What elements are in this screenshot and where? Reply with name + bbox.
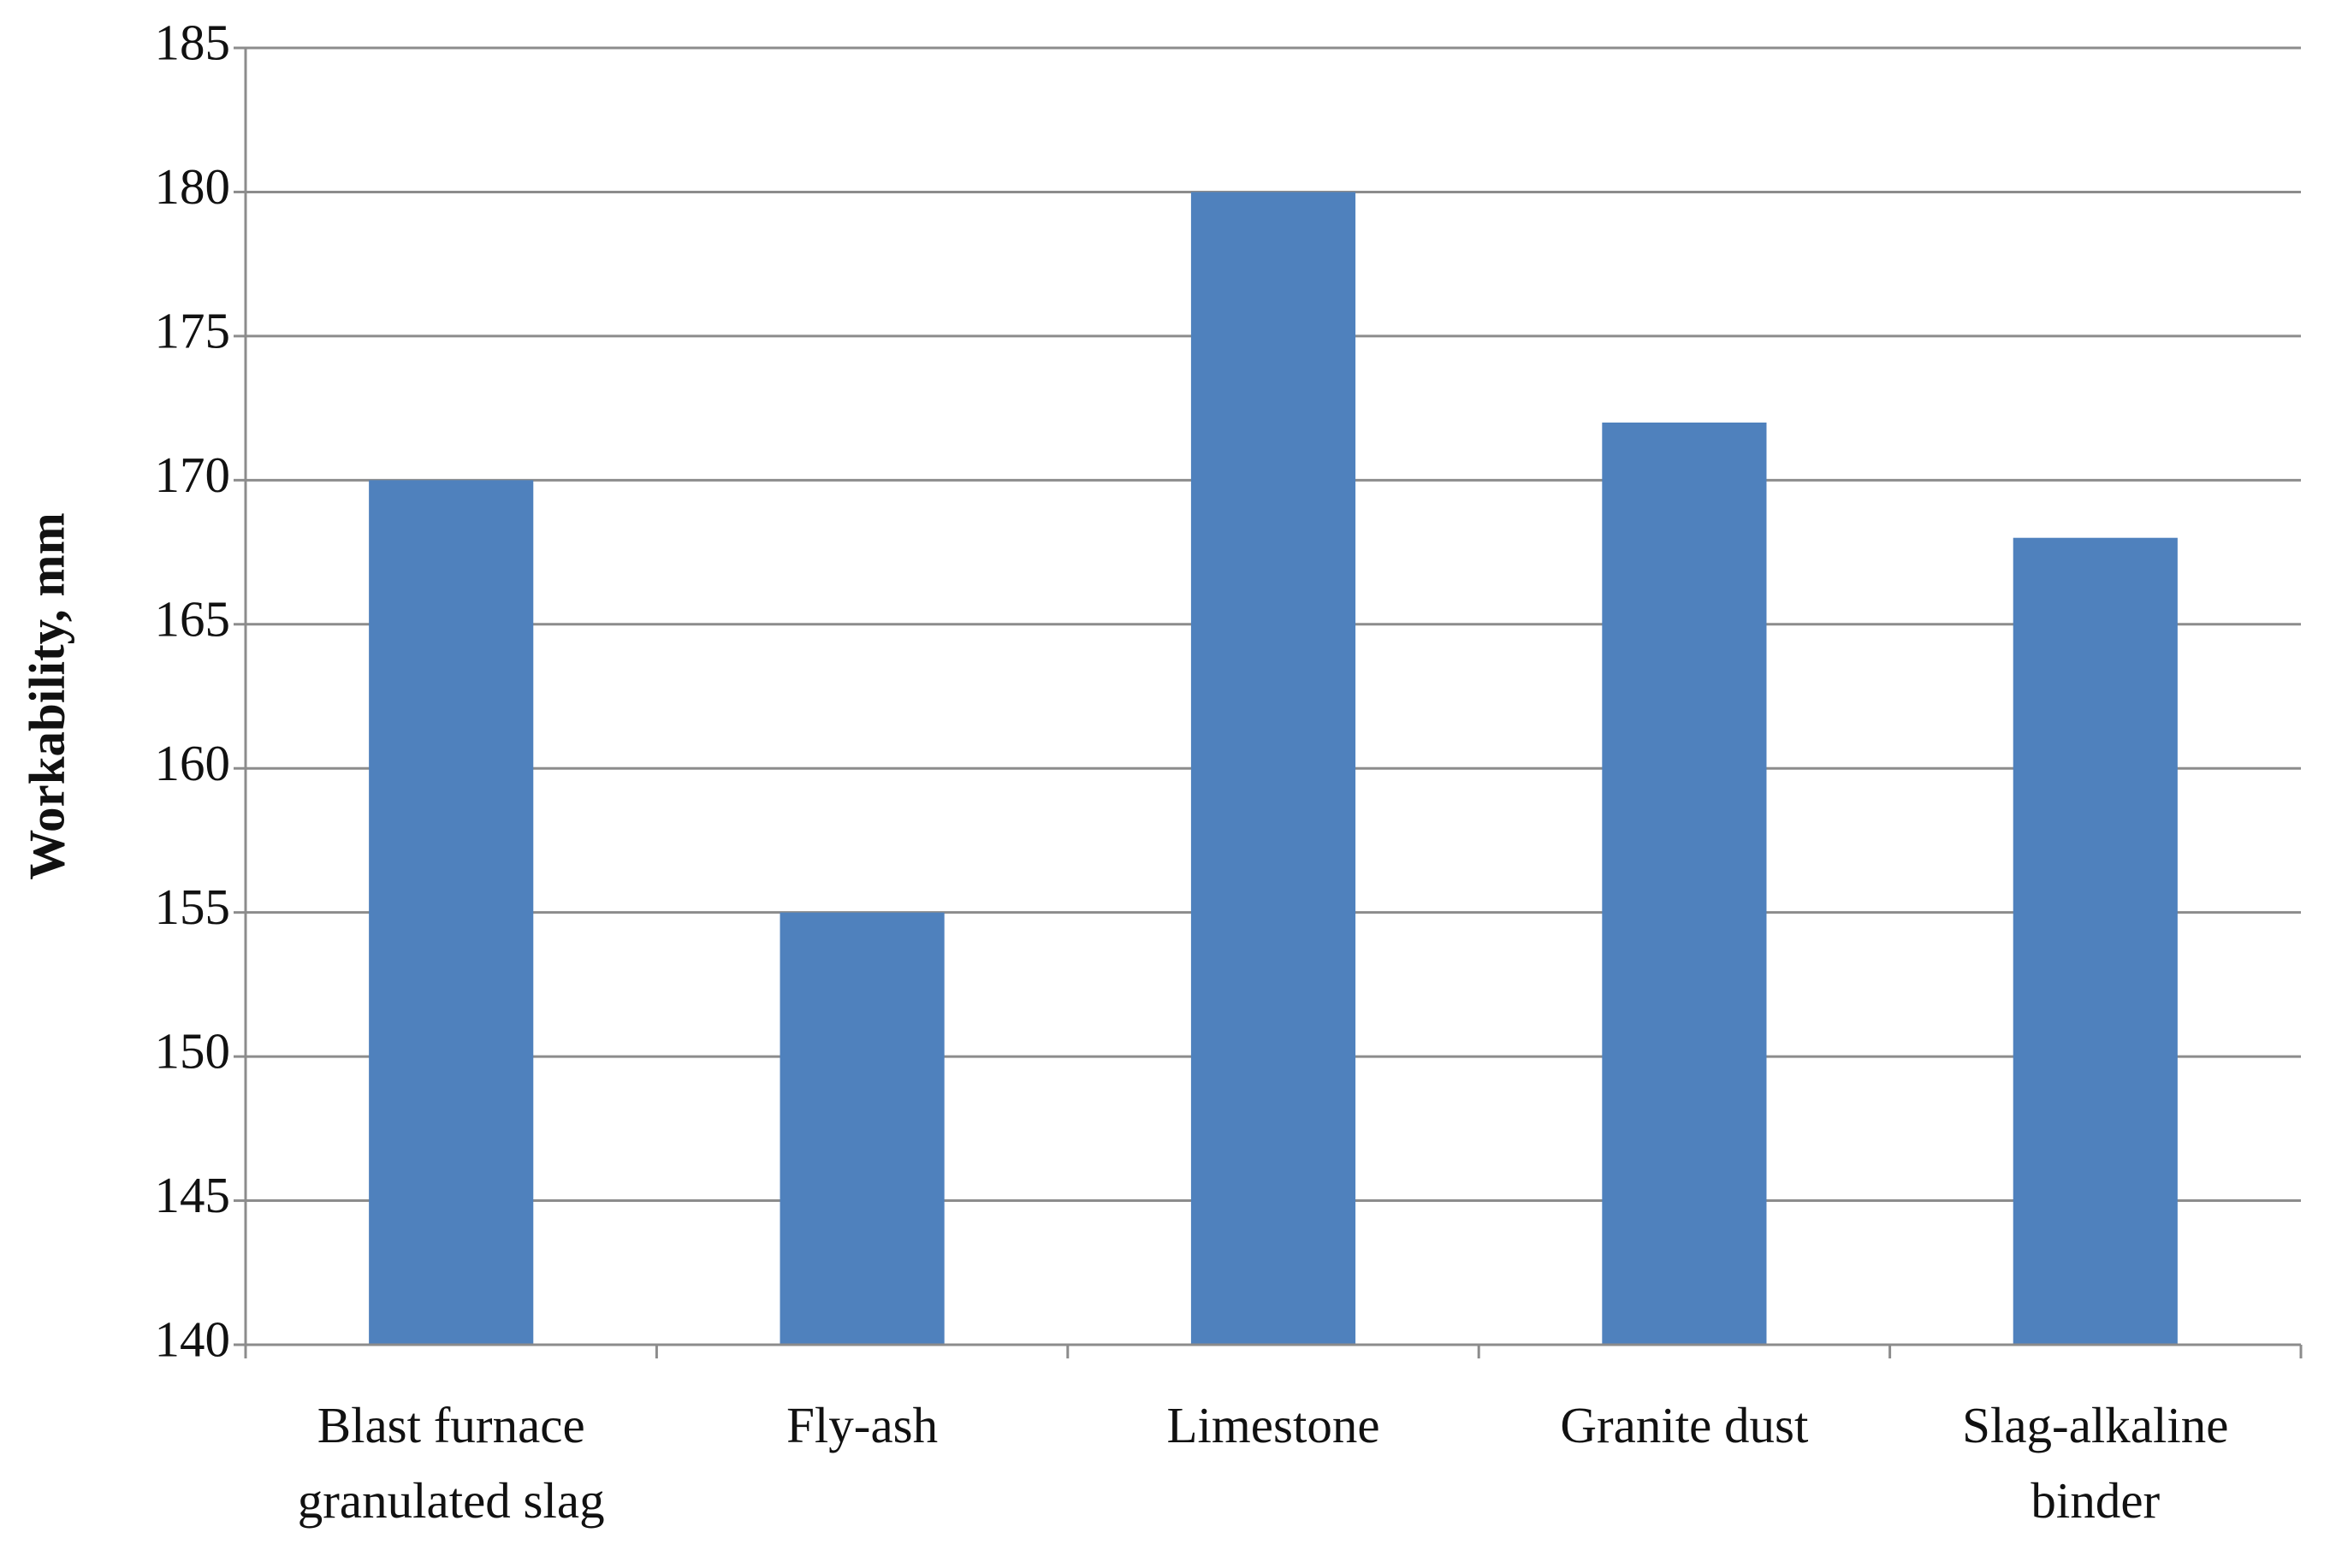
y-tick-label: 170 [155,447,231,503]
bar [1190,192,1356,1345]
x-tick-label: Blast furnace granulated slag [297,1397,605,1529]
x-tick-label: Limestone [1166,1397,1380,1453]
bar [369,480,534,1345]
bar [1602,422,1767,1345]
y-tick-label: 145 [155,1167,231,1223]
y-tick-label: 185 [155,15,231,71]
y-tick-label: 160 [155,735,231,791]
bar [2013,537,2178,1345]
x-tick-label: Slag-alkaline binder [1962,1397,2229,1529]
y-axis-title: Workability, mm [19,512,75,879]
y-tick-label: 165 [155,590,231,647]
y-tick-label: 155 [155,879,231,935]
bar [780,912,945,1345]
y-tick-label: 140 [155,1311,231,1368]
x-tick-label: Granite dust [1560,1397,1809,1453]
y-tick-label: 150 [155,1023,231,1080]
x-tick-label: Fly-ash [786,1397,939,1453]
y-tick-label: 175 [155,302,231,358]
y-tick-label: 180 [155,158,231,215]
